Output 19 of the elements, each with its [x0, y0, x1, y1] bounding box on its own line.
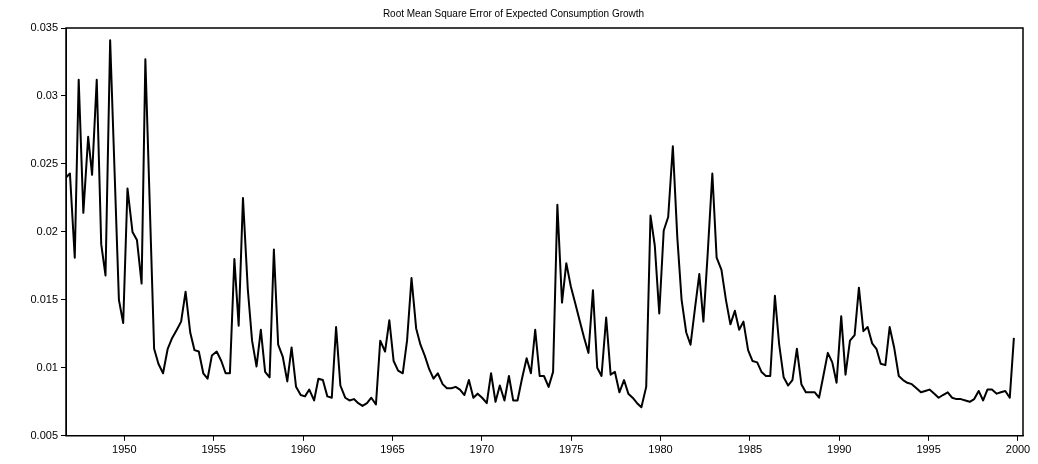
y-tick-label: 0.03 [36, 89, 58, 101]
y-tick-label: 0.02 [36, 224, 58, 237]
x-tick-label: 1990 [827, 443, 852, 456]
chart-title: Root Mean Square Error of Expected Consumption Growth [382, 7, 645, 19]
x-tick-label: 1975 [558, 443, 584, 456]
x-tick-label: 1985 [737, 443, 763, 456]
x-tick-label: 1950 [112, 443, 137, 456]
x-tick-label: 1995 [916, 443, 941, 456]
y-tick-label: 0.035 [30, 21, 58, 34]
x-tick-label: 1980 [648, 443, 673, 456]
x-tick-label: 2000 [1005, 443, 1031, 456]
x-tick-label: 1955 [201, 443, 226, 456]
x-tick-label: 1965 [380, 443, 405, 456]
x-tick-label: 1960 [290, 443, 316, 456]
y-tick-label: 0.005 [30, 428, 58, 441]
x-tick-label: 1970 [469, 443, 494, 456]
y-tick-label: 0.01 [36, 360, 58, 373]
y-tick-label: 0.025 [30, 156, 58, 169]
y-tick-label: 0.015 [30, 292, 58, 305]
